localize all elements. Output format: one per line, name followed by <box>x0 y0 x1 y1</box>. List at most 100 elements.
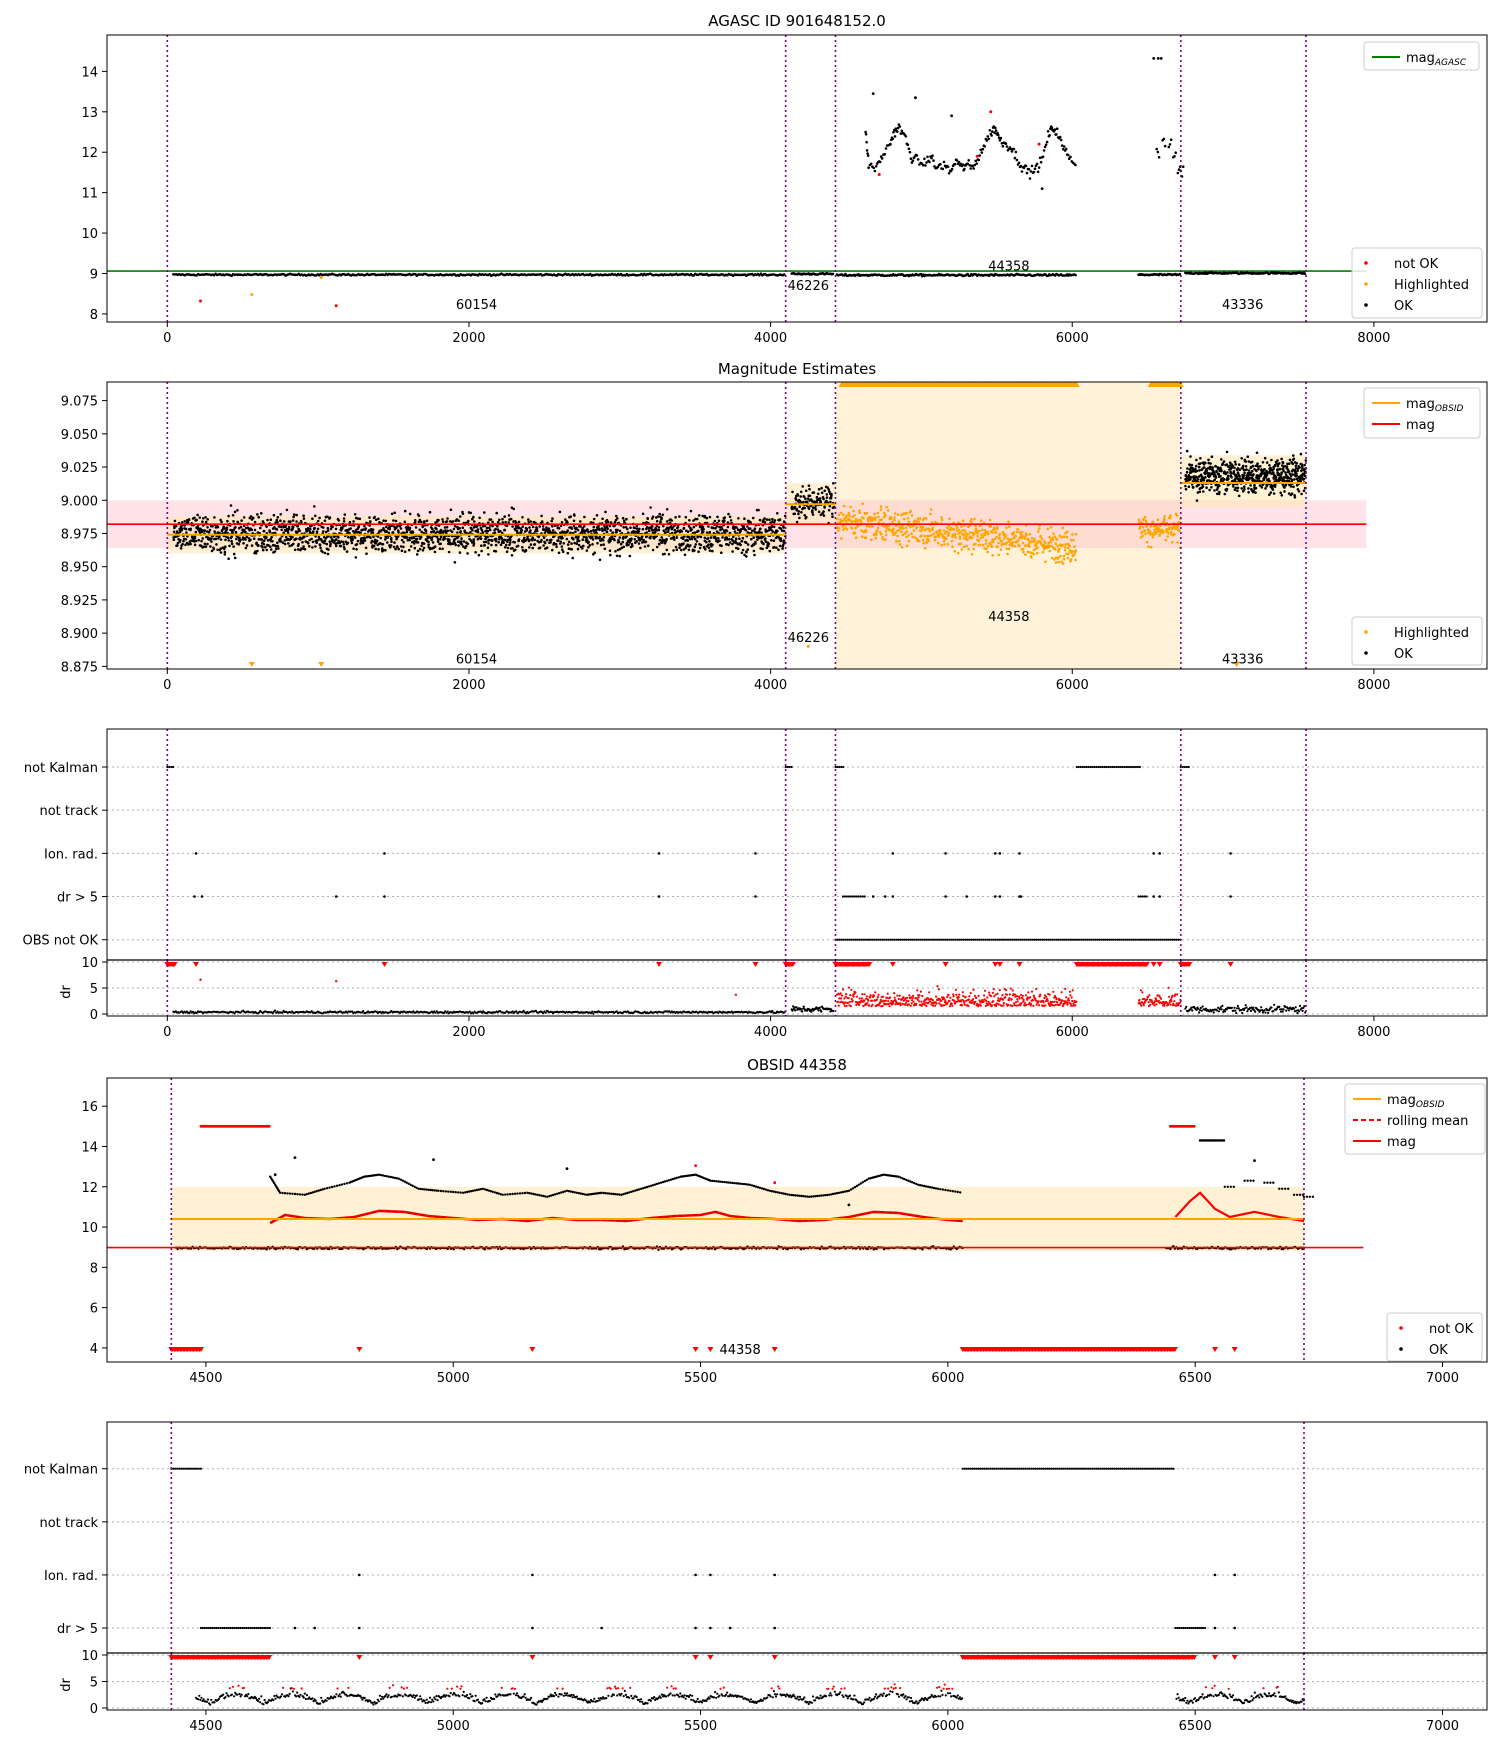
ok-point <box>1276 459 1279 462</box>
highlighted-point <box>928 529 932 533</box>
ok-point <box>919 272 923 276</box>
ok-point <box>688 519 691 522</box>
ok-point <box>430 538 434 542</box>
ok-point <box>1013 156 1017 160</box>
ok-point <box>1195 458 1198 462</box>
highlighted-point <box>1073 553 1076 556</box>
highlighted-point <box>859 520 863 523</box>
ok-point <box>1280 494 1284 497</box>
ok-point <box>633 526 636 530</box>
ok-point <box>1254 491 1257 494</box>
highlighted-point <box>932 532 936 536</box>
highlighted-point <box>1049 526 1053 529</box>
highlighted-point <box>868 525 871 528</box>
ok-point <box>1041 155 1045 159</box>
ok-point <box>779 537 783 540</box>
ok-point <box>415 537 419 541</box>
highlighted-point <box>965 544 968 548</box>
ok-point <box>1195 499 1199 502</box>
ok-point <box>521 546 524 549</box>
ok-point <box>227 557 230 560</box>
ok-point <box>627 543 630 547</box>
ok-point <box>596 541 599 545</box>
ok-point <box>423 520 426 523</box>
ok-point <box>276 520 279 524</box>
highlighted-point <box>853 531 857 535</box>
ok-point <box>665 520 669 523</box>
ok-point <box>279 537 282 540</box>
obsid-label: 46226 <box>788 279 829 294</box>
ok-point <box>1257 477 1261 480</box>
ok-point <box>353 513 357 516</box>
mag-plot <box>107 382 1367 669</box>
highlighted-point <box>853 514 856 517</box>
highlighted-point <box>1137 518 1141 522</box>
ok-point <box>632 516 635 519</box>
not-ok-point <box>877 173 881 176</box>
ok-point <box>223 550 227 554</box>
ok-point <box>308 527 312 531</box>
ok-point <box>740 539 744 543</box>
ok-point <box>757 508 760 512</box>
ok-point <box>420 520 423 524</box>
ok-point <box>864 130 867 134</box>
ok-point <box>457 519 461 522</box>
highlighted-point <box>881 538 884 541</box>
highlighted-point <box>1011 543 1014 547</box>
highlighted-point <box>983 529 987 532</box>
ok-point <box>625 517 628 521</box>
highlighted-point <box>1023 537 1026 540</box>
ok-point <box>1272 492 1276 495</box>
ok-point <box>1283 479 1286 483</box>
ok-point <box>1303 272 1307 276</box>
highlighted-point <box>904 526 908 530</box>
highlighted-point <box>983 533 987 537</box>
highlighted-point <box>836 517 839 521</box>
highlighted-point <box>1069 538 1073 542</box>
ok-point <box>407 548 411 552</box>
ok-point <box>637 542 641 545</box>
ok-point <box>256 544 260 547</box>
ok-point <box>557 539 560 542</box>
highlighted-point <box>837 526 841 530</box>
ok-point <box>660 516 663 520</box>
ok-point <box>728 541 732 544</box>
highlighted-point <box>991 554 994 557</box>
ok-point <box>721 536 724 539</box>
ok-point <box>767 542 771 546</box>
highlighted-point <box>1063 535 1066 538</box>
highlighted-point <box>1167 531 1170 535</box>
ok-point <box>566 551 570 555</box>
ok-point <box>1257 467 1260 471</box>
ok-point <box>559 540 562 543</box>
ok-point <box>390 540 393 543</box>
ok-point <box>1213 478 1216 482</box>
ok-point <box>1036 170 1040 174</box>
ok-point <box>1247 469 1251 472</box>
ok-point <box>720 551 723 554</box>
ok-point <box>314 514 317 518</box>
title-obsid: OBSID 44358 <box>747 1056 847 1074</box>
highlighted-point <box>1074 558 1077 562</box>
ok-point <box>1055 133 1058 136</box>
ok-point <box>930 156 933 160</box>
ok-point <box>808 487 811 491</box>
highlighted-point <box>1054 548 1057 551</box>
ok-point <box>377 548 380 551</box>
ok-point <box>326 552 330 556</box>
ok-point <box>197 538 200 542</box>
ok-point <box>316 519 320 523</box>
ok-point <box>915 154 919 157</box>
ok-point <box>352 547 355 550</box>
ok-point <box>521 516 524 519</box>
ok-point <box>504 543 508 547</box>
highlighted-point <box>1015 530 1019 534</box>
ok-point <box>364 527 368 530</box>
ok-point <box>684 515 688 519</box>
ok-point <box>619 542 623 546</box>
ok-point <box>618 554 621 558</box>
ok-point <box>831 512 834 516</box>
ok-point <box>528 546 531 549</box>
ok-point <box>708 540 711 543</box>
